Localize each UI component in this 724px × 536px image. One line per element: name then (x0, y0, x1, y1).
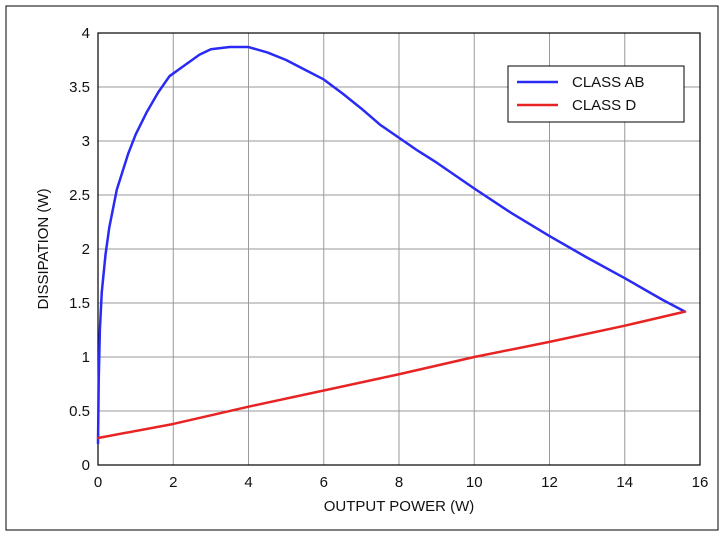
series-line-class-d (96, 310, 687, 440)
legend-label-class-ab: CLASS AB (572, 74, 645, 91)
x-tick-label: 6 (320, 474, 328, 491)
x-tick-label: 4 (244, 474, 252, 491)
y-axis-title: DISSIPATION (W) (35, 188, 52, 309)
legend: CLASS AB CLASS D (507, 65, 685, 123)
x-tick-label: 10 (466, 474, 483, 491)
x-tick-label: 8 (395, 474, 403, 491)
y-tick-label: 4 (82, 25, 90, 42)
x-tick-label: 2 (169, 474, 177, 491)
legend-box (507, 65, 685, 123)
y-tick-label: 0.5 (69, 403, 90, 420)
tick-labels: 0 2 4 6 8 10 12 14 16 0 0.5 1 1.5 2 2.5 3 3.5 4 (69, 25, 708, 491)
x-tick-label: 12 (541, 474, 558, 491)
y-tick-label: 1.5 (69, 295, 90, 312)
x-tick-label: 14 (616, 474, 633, 491)
y-tick-label: 3 (82, 133, 90, 150)
y-tick-label: 0 (82, 457, 90, 474)
y-tick-label: 2.5 (69, 187, 90, 204)
plot-area-frame (97, 32, 701, 466)
x-tick-label: 16 (692, 474, 709, 491)
x-axis-title: OUTPUT POWER (W) (324, 498, 475, 515)
x-tick-label: 0 (94, 474, 102, 491)
y-tick-label: 2 (82, 241, 90, 258)
y-tick-label: 1 (82, 349, 90, 366)
series-line-class-ab (96, 45, 687, 445)
y-tick-label: 3.5 (69, 79, 90, 96)
legend-label-class-d: CLASS D (572, 97, 636, 114)
series (96, 45, 687, 445)
